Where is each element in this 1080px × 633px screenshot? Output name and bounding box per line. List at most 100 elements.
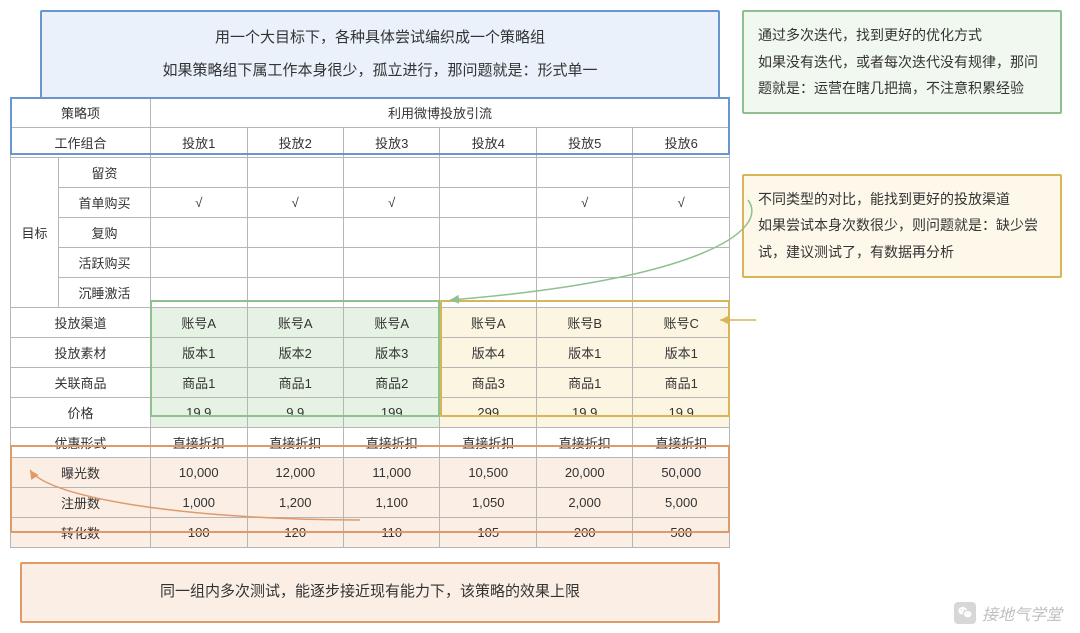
attr-cell: 199 xyxy=(343,398,439,428)
metric-cell: 12,000 xyxy=(247,458,343,488)
goal-cell xyxy=(440,278,536,308)
goal-label: 目标 xyxy=(11,158,59,308)
header-col-5: 投放6 xyxy=(633,128,730,158)
attr-cell: 商品1 xyxy=(247,368,343,398)
goal-cell xyxy=(633,218,730,248)
attr-cell: 商品1 xyxy=(536,368,632,398)
metric-cell: 120 xyxy=(247,518,343,548)
attr-cell: 商品1 xyxy=(633,368,730,398)
metric-cell: 11,000 xyxy=(343,458,439,488)
attr-cell: 19.9 xyxy=(536,398,632,428)
goal-cell xyxy=(247,218,343,248)
attr-cell: 版本2 xyxy=(247,338,343,368)
green-note: 通过多次迭代，找到更好的优化方式如果没有迭代，或者每次迭代没有规律，那问题就是：… xyxy=(742,10,1062,114)
attr-cell: 商品1 xyxy=(151,368,247,398)
metric-cell: 5,000 xyxy=(633,488,730,518)
goal-cell xyxy=(633,248,730,278)
attr-row-label: 投放渠道 xyxy=(11,308,151,338)
goal-cell xyxy=(536,278,632,308)
attr-cell: 直接折扣 xyxy=(536,428,632,458)
header-strategy-value: 利用微博投放引流 xyxy=(151,98,730,128)
attr-cell: 直接折扣 xyxy=(633,428,730,458)
metric-cell: 50,000 xyxy=(633,458,730,488)
attr-cell: 版本1 xyxy=(151,338,247,368)
goal-cell xyxy=(536,248,632,278)
attr-cell: 商品3 xyxy=(440,368,536,398)
attr-cell: 账号A xyxy=(247,308,343,338)
header-col-4: 投放5 xyxy=(536,128,632,158)
yellow-note: 不同类型的对比，能找到更好的投放渠道如果尝试本身次数很少，则问题就是：缺少尝试，… xyxy=(742,174,1062,278)
top-note: 用一个大目标下，各种具体尝试编织成一个策略组 如果策略组下属工作本身很少，孤立进… xyxy=(40,10,720,99)
metric-cell: 100 xyxy=(151,518,247,548)
goal-cell: √ xyxy=(343,188,439,218)
goal-row-label: 留资 xyxy=(59,158,151,188)
goal-cell: √ xyxy=(633,188,730,218)
goal-cell xyxy=(151,248,247,278)
strategy-table: 策略项利用微博投放引流工作组合投放1投放2投放3投放4投放5投放6目标留资首单购… xyxy=(10,97,730,548)
metric-cell: 10,500 xyxy=(440,458,536,488)
attr-cell: 版本1 xyxy=(536,338,632,368)
attr-cell: 版本1 xyxy=(633,338,730,368)
goal-cell xyxy=(440,188,536,218)
metric-cell: 1,050 xyxy=(440,488,536,518)
goal-cell: √ xyxy=(536,188,632,218)
attr-cell: 19.9 xyxy=(633,398,730,428)
attr-cell: 版本4 xyxy=(440,338,536,368)
header-work-label: 工作组合 xyxy=(11,128,151,158)
goal-cell: √ xyxy=(151,188,247,218)
metric-cell: 1,200 xyxy=(247,488,343,518)
metric-row-label: 曝光数 xyxy=(11,458,151,488)
goal-row-label: 复购 xyxy=(59,218,151,248)
attr-cell: 账号A xyxy=(440,308,536,338)
goal-row-label: 首单购买 xyxy=(59,188,151,218)
attr-cell: 版本3 xyxy=(343,338,439,368)
goal-cell xyxy=(536,218,632,248)
metric-cell: 105 xyxy=(440,518,536,548)
attr-cell: 直接折扣 xyxy=(440,428,536,458)
metric-cell: 110 xyxy=(343,518,439,548)
watermark-text: 接地气学堂 xyxy=(982,601,1062,625)
goal-cell: √ xyxy=(247,188,343,218)
attr-cell: 账号B xyxy=(536,308,632,338)
goal-row-label: 活跃购买 xyxy=(59,248,151,278)
bottom-note: 同一组内多次测试，能逐步接近现有能力下，该策略的效果上限 xyxy=(20,562,720,623)
attr-row-label: 价格 xyxy=(11,398,151,428)
metric-cell: 2,000 xyxy=(536,488,632,518)
goal-cell xyxy=(343,158,439,188)
goal-cell xyxy=(440,158,536,188)
attr-row-label: 投放素材 xyxy=(11,338,151,368)
header-col-3: 投放4 xyxy=(440,128,536,158)
metric-cell: 200 xyxy=(536,518,632,548)
goal-cell xyxy=(247,158,343,188)
goal-cell xyxy=(633,158,730,188)
attr-cell: 账号A xyxy=(343,308,439,338)
attr-cell: 299 xyxy=(440,398,536,428)
metric-row-label: 转化数 xyxy=(11,518,151,548)
watermark: 接地气学堂 xyxy=(954,601,1062,625)
metric-cell: 20,000 xyxy=(536,458,632,488)
header-col-0: 投放1 xyxy=(151,128,247,158)
header-col-1: 投放2 xyxy=(247,128,343,158)
attr-cell: 19.9 xyxy=(151,398,247,428)
attr-cell: 账号C xyxy=(633,308,730,338)
goal-cell xyxy=(151,218,247,248)
goal-cell xyxy=(536,158,632,188)
goal-cell xyxy=(343,218,439,248)
metric-row-label: 注册数 xyxy=(11,488,151,518)
metric-cell: 1,100 xyxy=(343,488,439,518)
attr-cell: 直接折扣 xyxy=(247,428,343,458)
top-note-line2: 如果策略组下属工作本身很少，孤立进行，那问题就是：形式单一 xyxy=(56,57,704,86)
attr-cell: 账号A xyxy=(151,308,247,338)
header-col-2: 投放3 xyxy=(343,128,439,158)
metric-cell: 1,000 xyxy=(151,488,247,518)
attr-row-label: 关联商品 xyxy=(11,368,151,398)
attr-cell: 商品2 xyxy=(343,368,439,398)
goal-row-label: 沉睡激活 xyxy=(59,278,151,308)
attr-row-label: 优惠形式 xyxy=(11,428,151,458)
goal-cell xyxy=(343,278,439,308)
attr-cell: 直接折扣 xyxy=(151,428,247,458)
attr-cell: 9.9 xyxy=(247,398,343,428)
goal-cell xyxy=(151,158,247,188)
metric-cell: 500 xyxy=(633,518,730,548)
wechat-icon xyxy=(954,602,976,624)
